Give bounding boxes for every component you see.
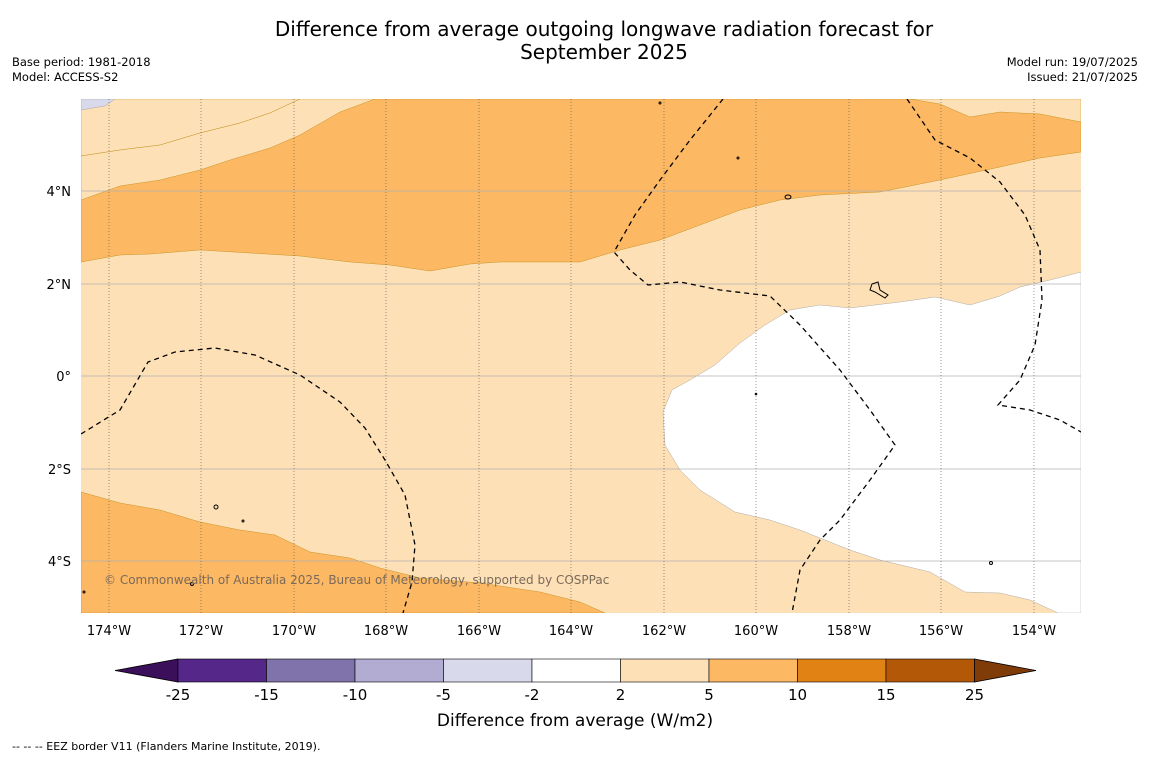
- lon-label: 164°W: [549, 624, 593, 639]
- lon-label: 166°W: [457, 624, 501, 639]
- lat-label: 0°: [56, 370, 71, 385]
- model-name: Model: ACCESS-S2: [12, 70, 119, 84]
- colorbar-segment: [443, 658, 533, 683]
- colorbar-ticks: -25 -15 -10 -5 -2 2 5 10 15 25: [166, 686, 984, 704]
- lon-label: 170°W: [272, 624, 316, 639]
- title-line-1: Difference from average outgoing longwav…: [274, 17, 934, 41]
- colorbar-tick: 10: [788, 686, 807, 704]
- island: [736, 156, 740, 160]
- band-5-10-north: [81, 99, 1081, 272]
- island: [784, 194, 792, 200]
- colorbar-tick: -10: [343, 686, 368, 704]
- issued-date: Issued: 21/07/2025: [1027, 70, 1138, 84]
- colorbar-tick: -15: [254, 686, 279, 704]
- meta-right: Model run: 19/07/2025 Issued: 21/07/2025: [1007, 55, 1138, 85]
- map-plot-area: [81, 99, 1081, 613]
- island: [658, 101, 662, 105]
- colorbar: -25 -15 -10 -5 -2 2 5 10 15 25 Differenc…: [114, 658, 1037, 731]
- island: [754, 392, 758, 396]
- band-5-10-south: [81, 491, 606, 613]
- colorbar-tick: 2: [616, 686, 626, 704]
- lon-label: 168°W: [364, 624, 408, 639]
- colorbar-arrow-right: [974, 658, 1037, 683]
- title-line-2: September 2025: [520, 40, 688, 64]
- lat-label: 2°N: [47, 278, 72, 293]
- lon-label: 162°W: [642, 624, 686, 639]
- colorbar-tick: 25: [965, 686, 984, 704]
- colorbar-segment: [620, 658, 710, 683]
- colorbar-segment: [177, 658, 267, 683]
- colorbar-tick: 15: [876, 686, 895, 704]
- islands: [82, 101, 993, 594]
- island: [989, 561, 993, 565]
- band-minus5-minus2: [81, 99, 116, 111]
- map-figure: 4°N 2°N 0° 2°S 4°S 174°W 172°W 170°W 168…: [47, 99, 1081, 731]
- lat-labels: 4°N 2°N 0° 2°S 4°S: [47, 185, 72, 570]
- colorbar-segment: [354, 658, 444, 683]
- colorbar-segment: [266, 658, 356, 683]
- lon-label: 158°W: [827, 624, 871, 639]
- colorbar-tick: 5: [704, 686, 714, 704]
- lat-gridlines: [81, 190, 1081, 562]
- eez-border-east: [906, 99, 1081, 433]
- eez-footnote: -- -- -- EEZ border V11 (Flanders Marine…: [12, 740, 321, 753]
- colorbar-segment: [885, 658, 975, 683]
- island: [241, 519, 245, 523]
- base-period: Base period: 1981-2018: [12, 55, 151, 69]
- lon-label: 156°W: [919, 624, 963, 639]
- colorbar-segment: [708, 658, 798, 683]
- lat-label: 4°N: [47, 185, 72, 200]
- map-title: Difference from average outgoing longwav…: [0, 18, 1150, 64]
- eez-border-central: [613, 99, 896, 613]
- model-run: Model run: 19/07/2025: [1006, 55, 1138, 69]
- eez-borders: [81, 99, 1081, 613]
- lat-label: 2°S: [48, 463, 71, 478]
- island: [190, 582, 194, 586]
- colorbar-segment: [797, 658, 887, 683]
- band-minus2-2: [662, 271, 1081, 613]
- lon-label: 172°W: [179, 624, 223, 639]
- colorbar-tick: -5: [436, 686, 451, 704]
- colorbar-arrow-left: [114, 658, 179, 683]
- meta-left: Base period: 1981-2018 Model: ACCESS-S2: [12, 55, 151, 85]
- band-2-5-northeast: [909, 99, 1081, 123]
- lon-label: 154°W: [1012, 624, 1056, 639]
- band-2-5-north-mid: [81, 99, 376, 201]
- lon-label: 160°W: [734, 624, 778, 639]
- copyright-notice: © Commonwealth of Australia 2025, Bureau…: [104, 573, 609, 587]
- island: [82, 590, 86, 594]
- island: [869, 281, 889, 299]
- lon-label: 174°W: [87, 624, 131, 639]
- colorbar-tick: -25: [166, 686, 191, 704]
- lon-labels: 174°W 172°W 170°W 168°W 166°W 164°W 162°…: [87, 624, 1056, 639]
- lat-label: 4°S: [48, 555, 71, 570]
- colorbar-title: Difference from average (W/m2): [437, 711, 713, 731]
- colorbar-segment: [531, 658, 621, 683]
- colorbar-tick: -2: [525, 686, 540, 704]
- island: [213, 504, 219, 510]
